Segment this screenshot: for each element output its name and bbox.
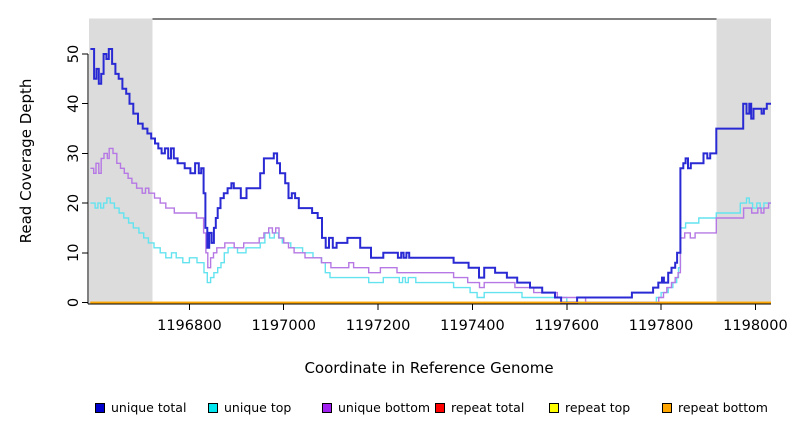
x-axis-title: Coordinate in Reference Genome [304,359,554,377]
legend-item-label: unique total [111,400,187,415]
y-axis-title: Read Coverage Depth [17,78,35,244]
legend-item-repeat-top: repeat top [549,399,630,417]
legend-swatch-repeat-total [435,403,445,413]
legend-swatch-unique-total [95,403,105,413]
legend-swatch-unique-top [208,403,218,413]
legend-item-label: repeat total [451,400,525,415]
x-tick-label: 1197400 [440,318,505,334]
y-tick-label: 20 [66,194,82,212]
legend-item-repeat-total: repeat total [435,399,524,417]
series-line-unique-top [90,197,771,304]
shaded-region-left [88,18,153,304]
legend-swatch-repeat-top [549,403,559,413]
legend-item-label: repeat bottom [678,400,768,415]
legend-item-label: unique bottom [338,400,431,415]
x-tick-label: 1196800 [157,318,222,334]
legend-swatch-repeat-bottom [662,403,672,413]
y-tick-label: 30 [66,144,82,162]
y-tick-label: 0 [66,298,82,307]
y-tick-label: 10 [66,244,82,262]
x-tick-label: 1197600 [534,318,599,334]
legend-item-repeat-bottom: repeat bottom [662,399,768,417]
x-tick-label: 1197800 [629,318,694,334]
legend-item-label: unique top [224,400,292,415]
x-tick-label: 1198000 [723,318,788,334]
legend: unique total unique top unique bottom repea… [0,399,792,421]
shaded-region-right [716,18,771,304]
legend-swatch-unique-bottom [322,403,332,413]
legend-item-unique-top: unique top [208,399,291,417]
series-line-unique-total [90,48,771,304]
y-tick-label: 40 [66,94,82,112]
x-tick-label: 1197000 [251,318,316,334]
legend-item-label: repeat top [565,400,631,415]
x-tick-label: 1197200 [346,318,411,334]
legend-item-unique-total: unique total [95,399,186,417]
y-tick-label: 50 [66,45,82,63]
series-line-unique-bottom [90,147,771,304]
coverage-chart-canvas: 1196800 1197000 1197200 1197400 1197600 11978… [66,18,788,334]
legend-item-unique-bottom: unique bottom [322,399,430,417]
